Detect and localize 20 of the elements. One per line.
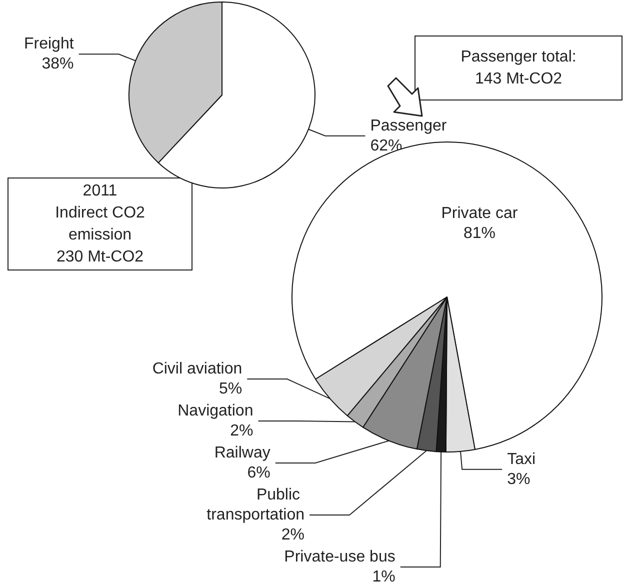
data-label: 3% (507, 470, 530, 488)
slice-label: Private-use bus (284, 548, 396, 566)
text: 2011 Indirect CO2 emission 230 Mt-CO2 (55, 182, 146, 266)
slice-label: Private car (441, 204, 518, 222)
data-label: 2% (281, 526, 304, 544)
data-label: 62% (370, 137, 402, 154)
data-label: 38% (42, 56, 74, 73)
slice-label: Navigation (178, 402, 254, 420)
slice-label: Taxi (507, 450, 536, 468)
data-label: 5% (219, 380, 242, 398)
data-label: 6% (247, 464, 270, 482)
data-label: 2% (230, 422, 254, 440)
slice-label: Civil aviation (152, 360, 242, 378)
data-label: 81% (463, 224, 496, 242)
slice-label: Passenger (370, 117, 448, 134)
data-label: 1% (372, 568, 396, 586)
slice-label: Public transportation (206, 486, 304, 524)
slice-label: Freight (24, 36, 74, 53)
slice-label: Railway (214, 444, 270, 462)
text: Passenger total: 143 Mt-CO2 (460, 48, 576, 88)
